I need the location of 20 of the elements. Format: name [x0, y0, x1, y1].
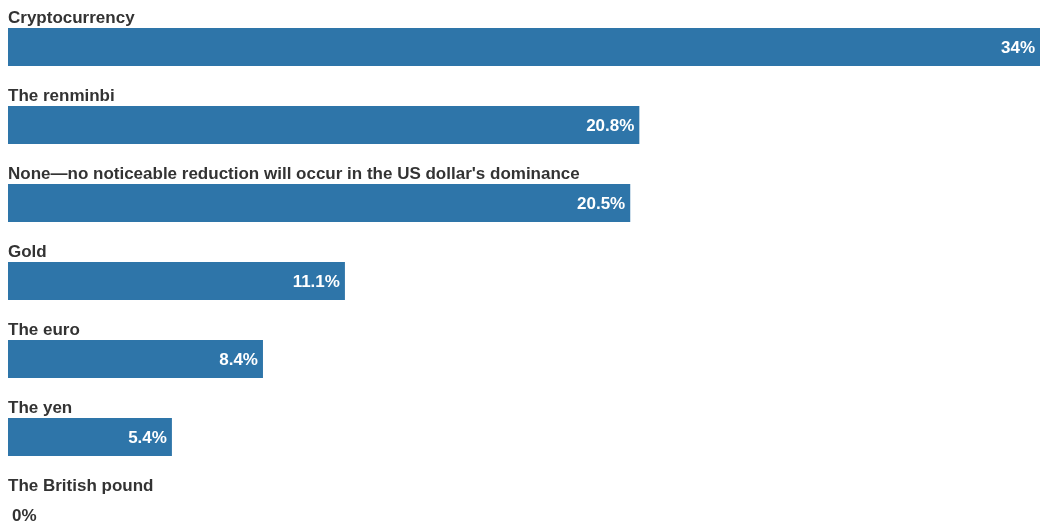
y-tick-label: The yen — [8, 398, 73, 417]
data-label: 20.8% — [586, 116, 635, 135]
data-label: 0% — [12, 506, 37, 524]
bar — [8, 184, 631, 222]
data-label: 20.5% — [577, 194, 626, 213]
y-tick-label: The euro — [8, 320, 80, 339]
bar — [8, 418, 172, 456]
bar — [8, 340, 263, 378]
y-tick-label: Gold — [8, 242, 47, 261]
data-label: 5.4% — [128, 428, 167, 447]
y-tick-label: The renminbi — [8, 86, 115, 105]
bar — [8, 28, 1040, 66]
y-tick-label: The British pound — [8, 476, 154, 495]
bar — [8, 262, 345, 300]
y-tick-label: None—no noticeable reduction will occur in the US dollar's dominance — [8, 164, 580, 183]
data-label: 8.4% — [219, 350, 258, 369]
bar — [8, 106, 640, 144]
data-label: 11.1% — [292, 272, 340, 291]
data-label: 34% — [1000, 38, 1035, 57]
y-tick-label: Cryptocurrency — [8, 8, 136, 27]
